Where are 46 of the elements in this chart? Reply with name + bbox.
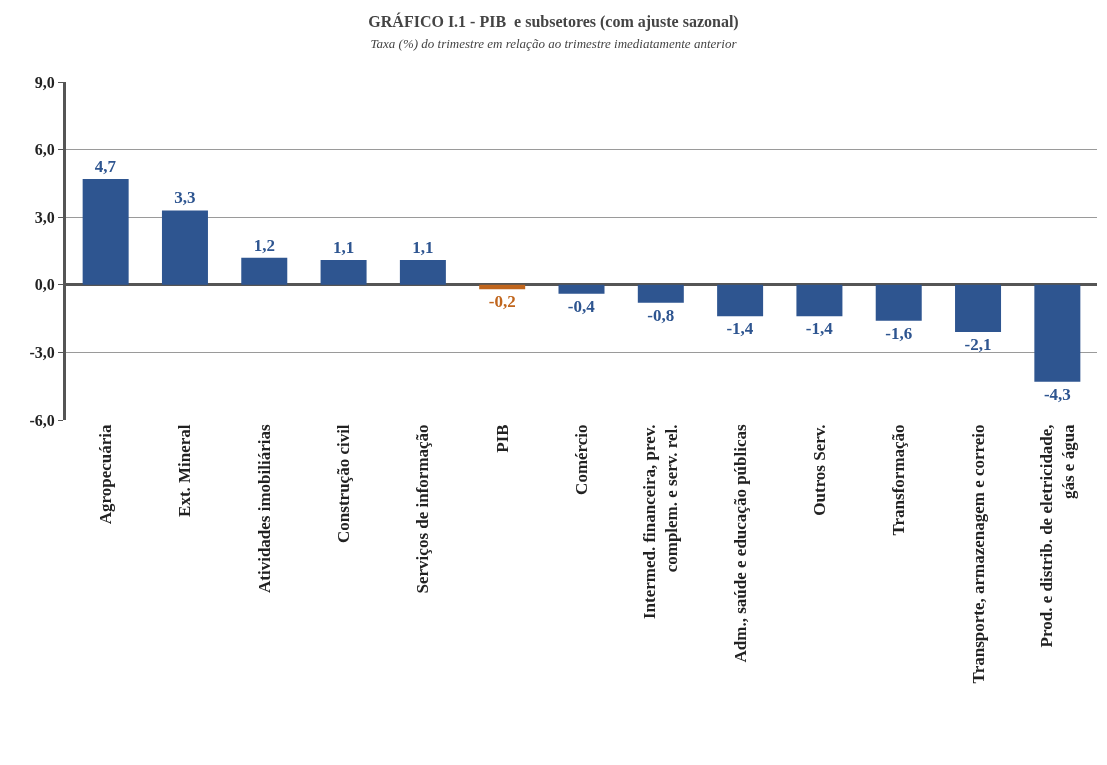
data-label: -1,4 [726,319,754,339]
y-tick-label: 6,0 [34,141,55,159]
x-tick-label: Agropecuária [96,423,116,525]
bar [399,260,446,285]
y-tick-label: 9,0 [34,73,55,91]
x-tick-label: Serviços de informação [413,424,433,594]
x-tick-label: Comércio [572,424,592,495]
bar [82,178,129,285]
bar [558,284,605,294]
bar [241,257,288,285]
data-label: 1,2 [253,235,275,255]
x-tick-label: Construção civil [334,424,354,543]
data-label: 4,7 [94,156,117,176]
x-tick-label: Transformação [889,424,909,536]
data-label: -0,4 [567,296,596,316]
bar [955,284,1002,333]
x-tick-label: Atividades imobiliárias [254,424,274,594]
bar [161,210,208,285]
x-tick-label: Prod. e distrib. de eletricidade, gás e água [1036,423,1078,648]
bar [796,284,843,317]
bar [1034,284,1081,382]
data-label: 1,1 [332,238,355,258]
bar [875,284,922,321]
x-tick-label: Intermed. financeira, prev. complem. e serv. rel. [640,424,682,620]
x-tick-label: Transporte, armazenagem e correio [968,424,988,684]
y-tick-label: 3,0 [34,208,55,226]
bar [717,284,764,317]
data-label: 1,1 [412,238,434,258]
data-label: 3,3 [174,188,196,208]
data-label: -0,2 [488,292,516,312]
y-tick-label: -6,0 [29,411,55,429]
data-label: -0,8 [647,305,675,325]
data-label: -4,3 [1043,384,1071,404]
x-tick-label: PIB [492,424,512,453]
x-tick-label: Adm., saúde e educação públicas [730,424,750,663]
y-tick-label: 0,0 [34,276,55,294]
bar [637,284,684,303]
data-label: -1,6 [885,323,913,343]
bar [320,260,367,285]
x-tick-label: Ext. Mineral [175,424,195,517]
chart-subtitle: Taxa (%) do trimestre em relação ao trimestre imediatamente anterior [370,35,738,51]
data-label: -1,4 [805,319,834,339]
chart-title: GRÁFICO I.1 - PIB e subsetores (com ajuste sazonal) [368,11,739,31]
y-tick-label: -3,0 [29,344,55,361]
data-label: -2,1 [964,335,992,355]
x-tick-label: Outros Serv. [809,424,829,516]
